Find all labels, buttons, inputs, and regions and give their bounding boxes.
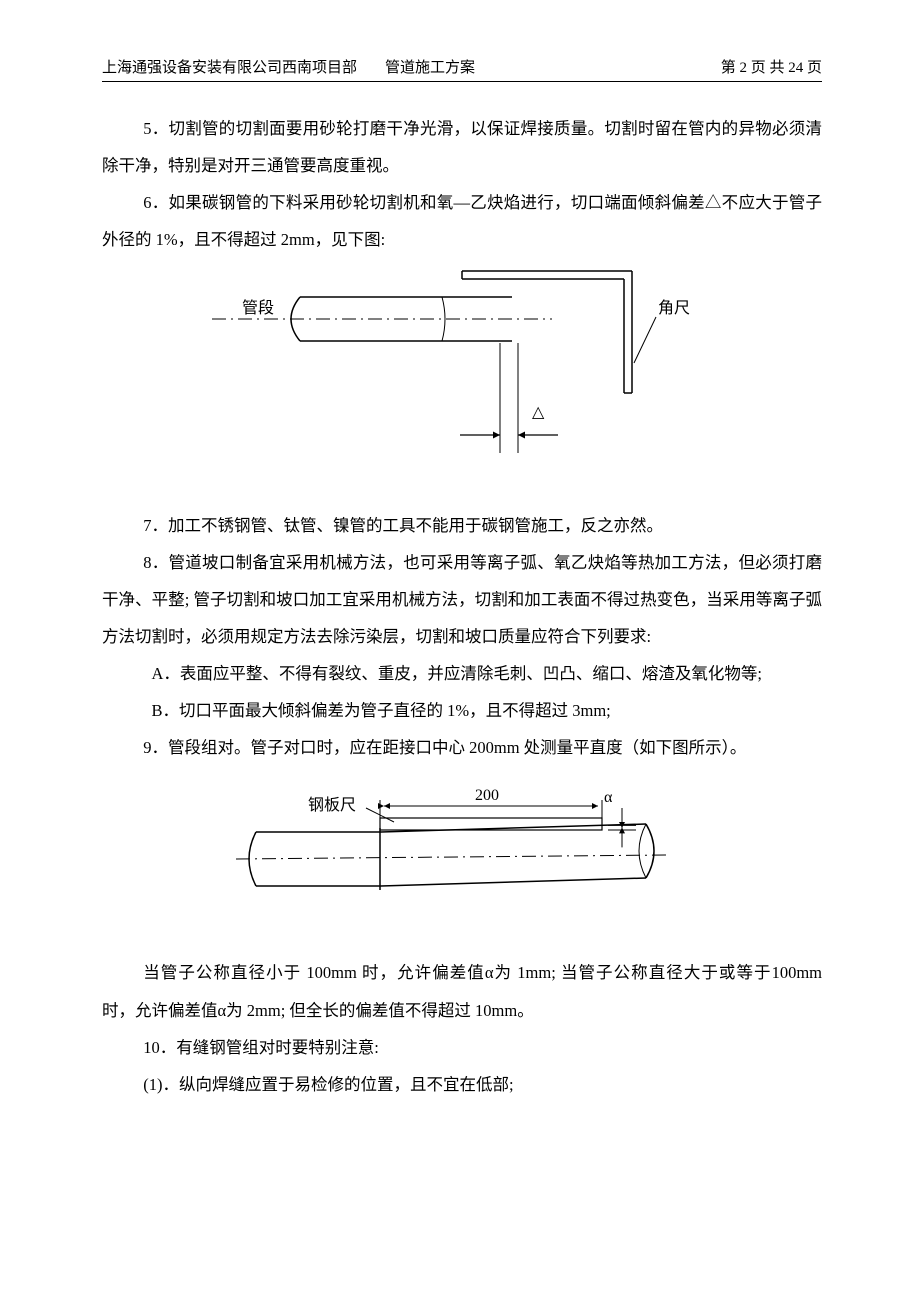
svg-text:角尺: 角尺 <box>658 299 690 317</box>
para-10: 10．有缝钢管组对时要特别注意: <box>102 1029 822 1066</box>
svg-text:△: △ <box>532 404 545 421</box>
page: 上海通强设备安装有限公司西南项目部 管道施工方案 第 2 页 共 24 页 5．… <box>0 0 920 1302</box>
para-10-1: (1)．纵向焊缝应置于易检修的位置，且不宜在低部; <box>102 1066 822 1103</box>
para-8b: B．切口平面最大倾斜偏差为管子直径的 1%，且不得超过 3mm; <box>102 692 822 729</box>
svg-text:α: α <box>604 789 613 806</box>
para-7: 7．加工不锈钢管、钛管、镍管的工具不能用于碳钢管施工，反之亦然。 <box>102 507 822 544</box>
header-left: 上海通强设备安装有限公司西南项目部 管道施工方案 <box>102 56 475 77</box>
para-6: 6．如果碳钢管的下料采用砂轮切割机和氧—乙炔焰进行，切口端面倾斜偏差△不应大于管… <box>102 184 822 258</box>
svg-text:钢板尺: 钢板尺 <box>308 796 356 814</box>
page-number: 第 2 页 共 24 页 <box>721 56 822 77</box>
para-9: 9．管段组对。管子对口时，应在距接口中心 200mm 处测量平直度（如下图所示）… <box>102 729 822 766</box>
company-name: 上海通强设备安装有限公司西南项目部 <box>102 56 357 77</box>
figure-1: 管段 角尺 △ <box>182 267 742 497</box>
body: 5．切割管的切割面要用砂轮打磨干净光滑，以保证焊接质量。切割时留在管内的异物必须… <box>102 110 822 1103</box>
svg-text:200: 200 <box>475 787 499 804</box>
figure-2: 钢板尺 200 α <box>222 774 702 944</box>
para-8a: A．表面应平整、不得有裂纹、重皮，并应清除毛刺、凹凸、缩口、熔渣及氧化物等; <box>102 655 822 692</box>
svg-text:管段: 管段 <box>242 299 274 317</box>
page-header: 上海通强设备安装有限公司西南项目部 管道施工方案 第 2 页 共 24 页 <box>102 56 822 82</box>
para-8: 8．管道坡口制备宜采用机械方法，也可采用等离子弧、氧乙炔焰等热加工方法，但必须打… <box>102 544 822 655</box>
para-5: 5．切割管的切割面要用砂轮打磨干净光滑，以保证焊接质量。切割时留在管内的异物必须… <box>102 110 822 184</box>
doc-title: 管道施工方案 <box>385 56 475 77</box>
para-9-after: 当管子公称直径小于 100mm 时，允许偏差值α为 1mm; 当管子公称直径大于… <box>102 954 822 1028</box>
